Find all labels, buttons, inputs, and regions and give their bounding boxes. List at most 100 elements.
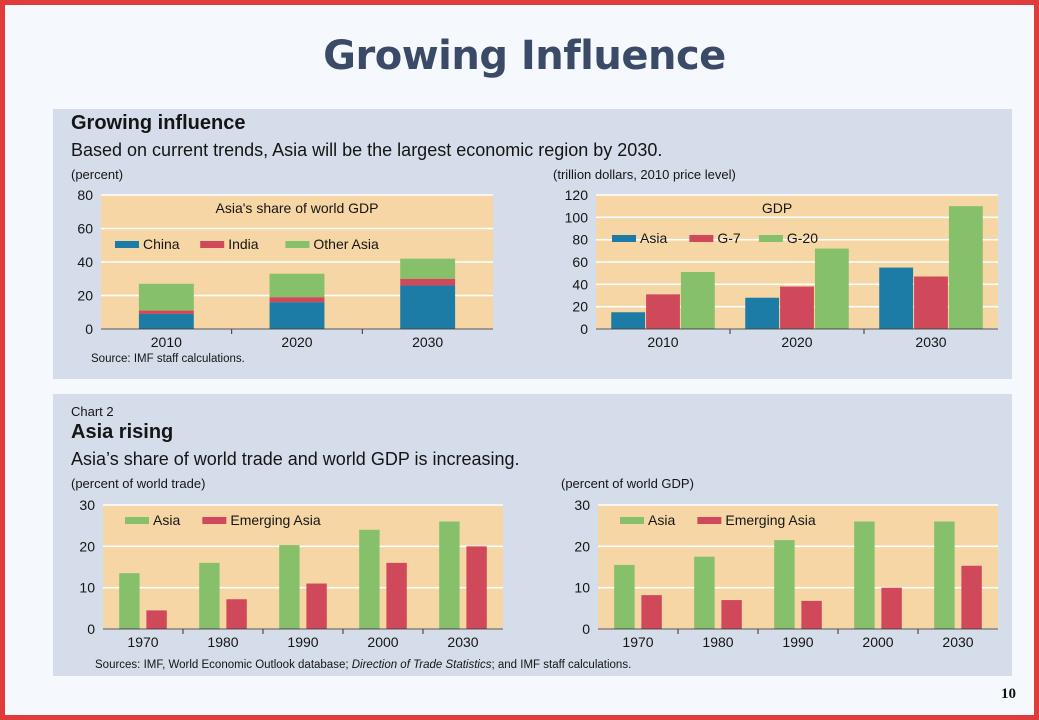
legend-swatch — [697, 517, 722, 524]
y-tick-label: 10 — [574, 580, 590, 596]
bar-g-7 — [914, 276, 948, 329]
legend-label: Other Asia — [313, 236, 379, 252]
legend-swatch — [758, 235, 783, 242]
legend-label: G-7 — [717, 230, 741, 246]
plot-area — [598, 505, 998, 629]
bar-asia — [774, 540, 795, 629]
chart-title: GDP — [762, 200, 792, 216]
y-tick-label: 80 — [77, 187, 93, 203]
x-tick-label: 2010 — [647, 334, 678, 350]
y-tick-label: 60 — [77, 221, 93, 237]
legend-label: Asia — [153, 512, 180, 528]
legend-label: Asia — [648, 512, 675, 528]
panel1-subtitle: Based on current trends, Asia will be th… — [71, 140, 663, 160]
x-tick-label: 2030 — [447, 634, 478, 650]
bar-asia — [854, 521, 875, 629]
bar-emerging-asia — [386, 562, 407, 629]
legend-label: Emerging Asia — [725, 512, 815, 528]
bar-india — [400, 278, 456, 286]
x-tick-label: 2020 — [281, 334, 312, 350]
bar-asia — [879, 267, 914, 329]
y-tick-label: 30 — [79, 497, 95, 513]
y-tick-label: 40 — [77, 254, 93, 270]
x-tick-label: 2000 — [862, 634, 893, 650]
gdp-chart: 0 20 40 60 80 100 120 2010 2020 2030 GDP Asia G-7 G-2… — [565, 187, 998, 350]
y-tick-label: 20 — [77, 288, 93, 304]
y-tick-label: 40 — [572, 276, 588, 292]
bar-asia — [119, 573, 140, 629]
y-tick-label: 0 — [87, 621, 95, 637]
bar-asia — [934, 521, 955, 629]
page-number: 10 — [1001, 686, 1016, 702]
bar-asia — [279, 545, 300, 629]
bar-emerging-asia — [801, 600, 822, 629]
bar-emerging-asia — [961, 565, 982, 629]
x-tick-label: 2030 — [942, 634, 973, 650]
slide-title: Growing Influence — [323, 33, 726, 79]
bar-china — [400, 285, 456, 329]
x-tick-label: 1970 — [127, 634, 158, 650]
legend-swatch — [202, 517, 227, 524]
x-tick-label: 1990 — [782, 634, 813, 650]
bar-china — [269, 302, 325, 329]
y-tick-label: 120 — [565, 187, 589, 203]
bar-g-20 — [948, 206, 983, 329]
bar-other-asia — [269, 273, 325, 298]
legend-label: Asia — [640, 230, 667, 246]
bar-g-20 — [814, 248, 849, 329]
bar-asia — [614, 564, 635, 629]
y-tick-label: 20 — [572, 299, 588, 315]
panel2-source: Sources: IMF, World Economic Outlook dat… — [95, 659, 631, 671]
x-tick-label: 1980 — [702, 634, 733, 650]
bar-g-7 — [780, 286, 814, 329]
bar-china — [138, 313, 194, 329]
bar-asia — [439, 521, 460, 629]
legend-label: India — [228, 236, 259, 252]
bar-emerging-asia — [306, 583, 327, 629]
x-tick-label: 1980 — [207, 634, 238, 650]
y-tick-label: 20 — [79, 538, 95, 554]
legend-swatch — [689, 235, 714, 242]
x-tick-label: 2030 — [412, 334, 443, 350]
panel1-source: Source: IMF staff calculations. — [91, 353, 245, 365]
x-tick-label: 2030 — [915, 334, 946, 350]
bar-asia — [694, 556, 715, 629]
x-tick-label: 1990 — [287, 634, 318, 650]
y-tick-label: 0 — [582, 621, 590, 637]
asia-share-gdp-chart: 0 20 40 60 80 2010 2020 2030 Asia's share of wor… — [77, 187, 493, 350]
bar-asia — [611, 312, 646, 329]
bar-other-asia — [138, 283, 194, 311]
bar-other-asia — [400, 258, 456, 279]
x-tick-label: 2020 — [781, 334, 812, 350]
legend-swatch — [285, 241, 310, 248]
panel1-title: Growing influence — [71, 112, 246, 134]
bar-g-7 — [646, 294, 680, 329]
bar-india — [138, 310, 194, 314]
y-tick-label: 20 — [574, 538, 590, 554]
panel2-right-unit: (percent of world GDP) — [561, 476, 694, 491]
panel1-right-unit: (trillion dollars, 2010 price level) — [553, 167, 736, 182]
growing-influence-panel: Growing influence Based on current trend… — [53, 109, 1012, 379]
legend-swatch — [612, 235, 636, 242]
panel2-left-unit: (percent of world trade) — [71, 476, 206, 491]
plot-area — [103, 505, 503, 629]
legend-swatch — [125, 517, 149, 524]
panel2-subtitle: Asia’s share of world trade and world GD… — [71, 449, 520, 469]
panel2-source-part-3: ; and IMF staff calculations. — [491, 659, 632, 671]
y-tick-label: 0 — [580, 321, 588, 337]
y-tick-label: 80 — [572, 232, 588, 248]
legend-label: Emerging Asia — [230, 512, 320, 528]
bar-emerging-asia — [146, 610, 167, 629]
legend-swatch — [200, 241, 225, 248]
panel1-left-unit: (percent) — [71, 167, 124, 182]
bar-emerging-asia — [226, 599, 247, 629]
legend-swatch — [115, 241, 139, 248]
y-tick-label: 30 — [574, 497, 590, 513]
bar-india — [269, 297, 325, 303]
panel2-source-part-1: Sources: IMF, World Economic Outlook dat… — [95, 659, 352, 671]
bar-asia — [359, 529, 380, 629]
y-tick-label: 0 — [85, 321, 93, 337]
